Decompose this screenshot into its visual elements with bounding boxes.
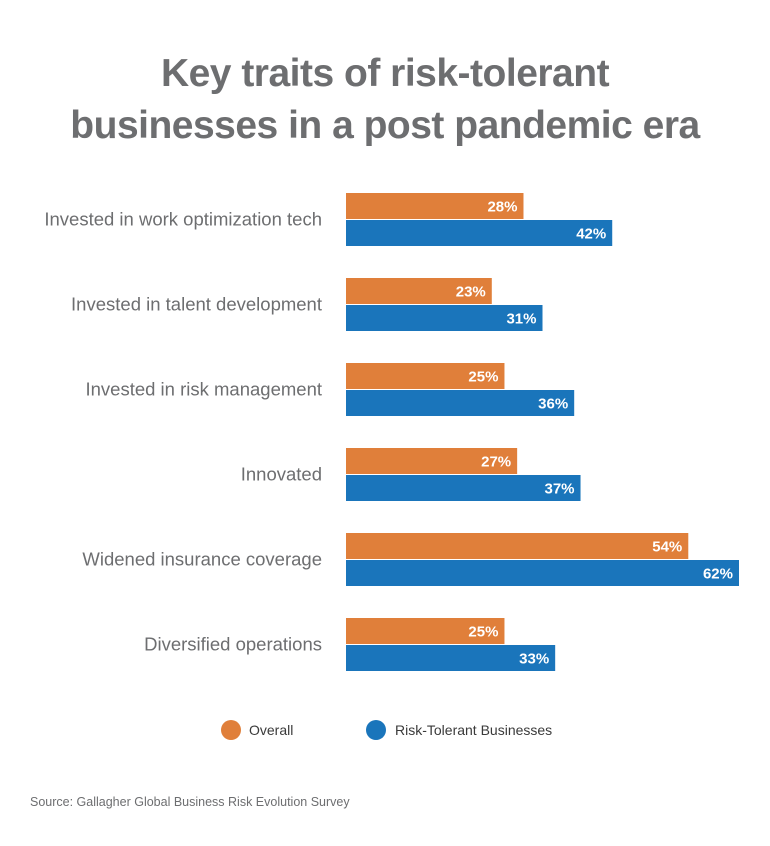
chart-title-line-2: businesses in a post pandemic era xyxy=(70,104,700,147)
chart-title-line-1: Key traits of risk-tolerant xyxy=(160,52,610,95)
data-label: 23% xyxy=(456,284,486,301)
source-note: Source: Gallagher Global Business Risk E… xyxy=(30,795,350,809)
data-label: 27% xyxy=(481,454,511,471)
chart-title: Key traits of risk-tolerant businesses i… xyxy=(0,48,770,152)
data-label: 62% xyxy=(703,566,733,583)
data-label: 36% xyxy=(538,396,568,413)
bar-overall xyxy=(346,448,518,474)
category-label: Widened insurance coverage xyxy=(82,549,322,570)
bar-chart: Invested in work optimization tech 28% 42%… xyxy=(44,193,739,740)
bar-risk-tolerant xyxy=(346,645,556,671)
bar-overall xyxy=(346,278,492,304)
data-label: 28% xyxy=(487,199,517,216)
legend-marker-risk-tolerant xyxy=(366,720,386,740)
legend-label: Risk-Tolerant Businesses xyxy=(395,722,552,738)
data-label: 54% xyxy=(652,539,682,556)
bar-risk-tolerant xyxy=(346,390,575,416)
category-label: Invested in risk management xyxy=(85,379,322,400)
data-label: 42% xyxy=(576,226,606,243)
bar-risk-tolerant xyxy=(346,305,543,331)
bar-risk-tolerant xyxy=(346,560,739,586)
bar-overall xyxy=(346,193,524,219)
bar-overall xyxy=(346,533,689,559)
category-label: Diversified operations xyxy=(144,634,322,655)
data-label: 37% xyxy=(545,481,575,498)
legend-marker-overall xyxy=(221,720,241,740)
legend-label: Overall xyxy=(249,722,293,738)
data-label: 33% xyxy=(519,651,549,668)
bar-overall xyxy=(346,363,505,389)
bar-risk-tolerant xyxy=(346,475,581,501)
data-label: 25% xyxy=(468,369,498,386)
data-label: 31% xyxy=(506,311,536,328)
bar-risk-tolerant xyxy=(346,220,613,246)
data-label: 25% xyxy=(468,624,498,641)
category-label: Invested in work optimization tech xyxy=(44,209,322,230)
category-label: Invested in talent development xyxy=(71,294,322,315)
category-label: Innovated xyxy=(241,464,322,485)
bar-overall xyxy=(346,618,505,644)
